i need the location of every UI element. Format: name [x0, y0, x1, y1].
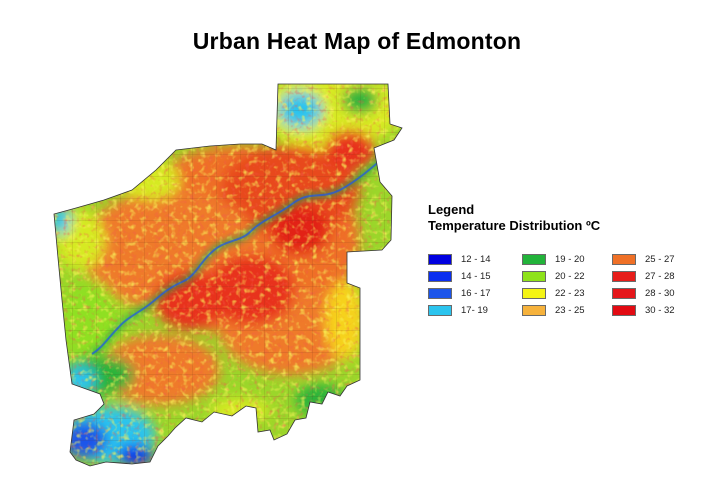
- legend-item: 22 - 23: [522, 287, 585, 299]
- legend-label: 25 - 27: [645, 253, 675, 265]
- legend-item: 27 - 28: [612, 270, 675, 282]
- legend-label: 19 - 20: [555, 253, 585, 265]
- legend-swatch: [522, 253, 546, 265]
- legend-label: 30 - 32: [645, 304, 675, 316]
- legend-item: 12 - 14: [428, 253, 491, 265]
- legend-label: 20 - 22: [555, 270, 585, 282]
- legend-swatch: [428, 253, 452, 265]
- legend-swatch: [612, 304, 636, 316]
- map-title: Urban Heat Map of Edmonton: [192, 28, 522, 54]
- legend-label: 23 - 25: [555, 304, 585, 316]
- legend-label: 16 - 17: [461, 287, 491, 299]
- legend-label: 28 - 30: [645, 287, 675, 299]
- legend-swatch: [428, 304, 452, 316]
- legend-item: 20 - 22: [522, 270, 585, 282]
- legend-swatch: [612, 270, 636, 282]
- legend-swatch: [522, 287, 546, 299]
- legend-item: 17- 19: [428, 304, 488, 316]
- legend-item: 16 - 17: [428, 287, 491, 299]
- legend-item: 30 - 32: [612, 304, 675, 316]
- legend-label: 17- 19: [461, 304, 488, 316]
- legend-item: 25 - 27: [612, 253, 675, 265]
- legend: Legend Temperature Distribution ºC: [428, 202, 600, 234]
- legend-swatch: [612, 253, 636, 265]
- legend-label: 14 - 15: [461, 270, 491, 282]
- legend-swatch: [428, 287, 452, 299]
- legend-swatch: [522, 270, 546, 282]
- legend-label: 12 - 14: [461, 253, 491, 265]
- legend-label: 22 - 23: [555, 287, 585, 299]
- legend-subheading: Temperature Distribution ºC: [428, 218, 601, 233]
- legend-label: 27 - 28: [645, 270, 675, 282]
- legend-swatch: [522, 304, 546, 316]
- legend-item: 19 - 20: [522, 253, 585, 265]
- legend-heading: Legend: [428, 202, 475, 217]
- legend-item: 23 - 25: [522, 304, 585, 316]
- legend-swatch: [612, 287, 636, 299]
- legend-item: 28 - 30: [612, 287, 675, 299]
- legend-swatch: [428, 270, 452, 282]
- legend-item: 14 - 15: [428, 270, 491, 282]
